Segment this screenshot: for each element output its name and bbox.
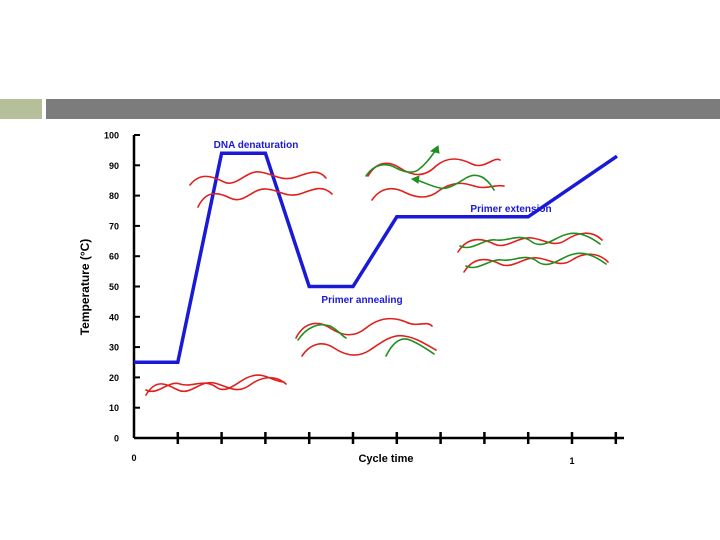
y-tick-label: 20: [109, 373, 119, 383]
title-bar: [46, 99, 720, 119]
y-tick-label: 40: [109, 312, 119, 322]
y-tick-label: 30: [109, 343, 119, 353]
y-axis-label: Temperature (°C): [78, 239, 92, 336]
y-tick-label: 0: [114, 434, 119, 444]
y-tick-label: 80: [109, 191, 119, 201]
y-tick-label: 50: [109, 282, 119, 292]
primer-extension-arrows-illustration: [365, 145, 505, 201]
y-tick-label: 10: [109, 403, 119, 413]
dsdna-initial-illustration: [145, 374, 287, 396]
label-dna-denaturation: DNA denaturation: [214, 140, 299, 151]
denatured-strands-illustration: [189, 171, 333, 208]
annealed-primers-illustration: [295, 317, 437, 357]
x-tick-label-end: 1: [569, 456, 574, 466]
x-tick-label-start: 0: [131, 453, 136, 463]
label-primer-annealing: Primer annealing: [321, 295, 402, 306]
y-tick-label: 60: [109, 252, 119, 262]
label-primer-extension: Primer extension: [470, 204, 551, 215]
extended-dsdna-illustration: [457, 232, 609, 273]
y-tick-label: 100: [104, 131, 119, 141]
y-tick-label: 70: [109, 221, 119, 231]
title-bar-accent: [0, 99, 42, 119]
y-tick-label: 90: [109, 161, 119, 171]
x-axis-label: Cycle time: [358, 453, 413, 465]
temperature-profile-line: [134, 151, 618, 365]
